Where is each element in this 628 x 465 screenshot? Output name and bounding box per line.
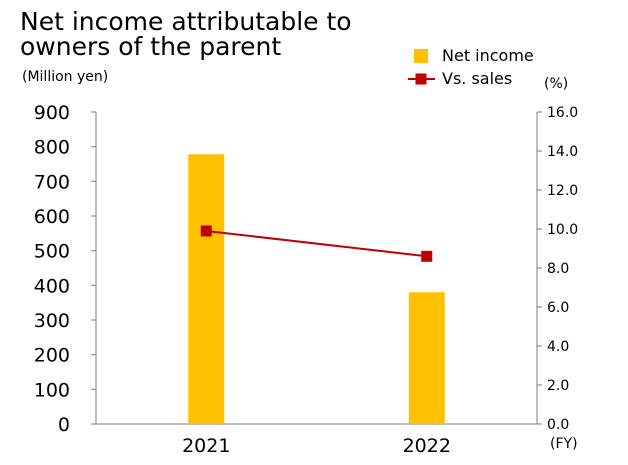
x-axis-tick-label: 2022 xyxy=(403,435,451,457)
left-axis-tick-label: 700 xyxy=(34,171,70,193)
bar-net-income xyxy=(188,154,225,424)
chart-title-line-2: owners of the parent xyxy=(20,32,282,61)
left-axis-tick-label: 400 xyxy=(34,275,70,297)
left-axis-tick-label: 200 xyxy=(34,345,70,367)
legend-label-vs-sales: Vs. sales xyxy=(442,69,513,88)
right-axis-tick-label: 6.0 xyxy=(547,300,569,316)
chart-title-line-1: Net income attributable to xyxy=(20,7,352,36)
right-axis-tick-label: 16.0 xyxy=(547,105,578,121)
left-axis-tick-label: 100 xyxy=(34,379,70,401)
right-axis-tick-label: 8.0 xyxy=(547,261,569,277)
line-vs-sales xyxy=(206,229,427,258)
left-axis-tick-label: 900 xyxy=(34,102,70,124)
left-axis-tick-label: 300 xyxy=(34,310,70,332)
right-axis-tick-label: 2.0 xyxy=(547,378,569,394)
right-axis-tick-label: 0.0 xyxy=(547,417,569,433)
x-axis-unit: (FY) xyxy=(550,436,578,452)
legend-line-swatch xyxy=(408,73,435,85)
right-axis-tick-label: 4.0 xyxy=(547,339,569,355)
left-axis-tick-label: 500 xyxy=(34,241,70,263)
point-vs-sales xyxy=(200,225,212,237)
left-axis-tick-label: 800 xyxy=(34,137,70,159)
left-axis-tick-label: 0 xyxy=(58,414,70,436)
point-vs-sales xyxy=(421,250,433,262)
x-axis-tick-label: 2021 xyxy=(182,435,230,457)
legend-label-net-income: Net income xyxy=(442,46,534,65)
left-axis-unit: (Million yen) xyxy=(22,69,109,85)
bar-net-income xyxy=(408,292,445,424)
right-axis-tick-label: 10.0 xyxy=(547,222,578,238)
right-axis-tick-label: 12.0 xyxy=(547,183,578,199)
left-axis-tick-label: 600 xyxy=(34,206,70,228)
legend-bar-swatch xyxy=(414,49,428,63)
right-axis-tick-label: 14.0 xyxy=(547,144,578,160)
right-axis-unit: (%) xyxy=(544,76,569,92)
